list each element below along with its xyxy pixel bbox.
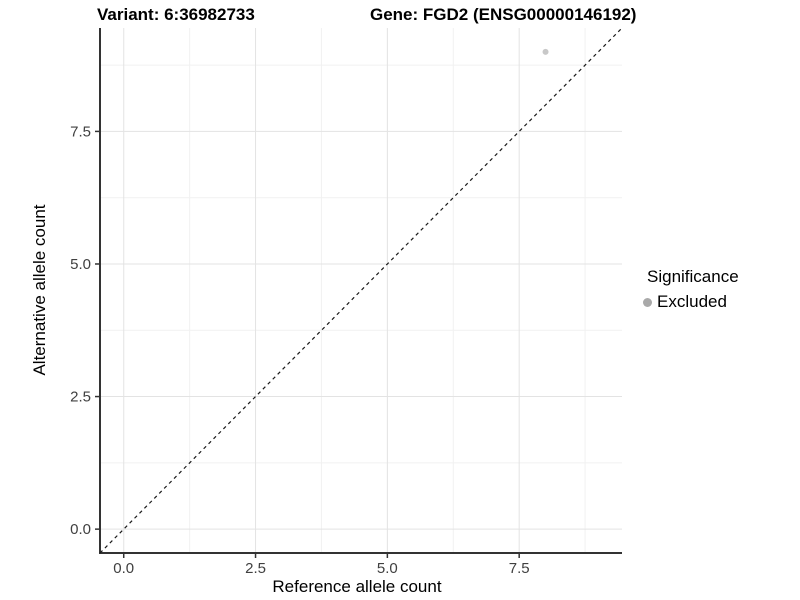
x-axis-title: Reference allele count [272,577,442,596]
x-tick-label: 5.0 [377,560,398,577]
plot-title-variant: Variant: 6:36982733 [97,5,255,24]
legend: Significance Excluded [643,267,739,312]
identity-reference-line [99,27,623,554]
legend-item-label: Excluded [657,292,727,311]
x-tick-label: 0.0 [113,560,134,577]
data-point [542,48,549,55]
x-tick-label: 2.5 [245,560,266,577]
y-axis-title: Alternative allele count [30,204,49,376]
x-tick-label: 7.5 [509,560,530,577]
y-tick-label: 0.0 [70,521,91,538]
legend-key-dot-icon [643,297,652,307]
y-tick-label: 7.5 [70,123,91,140]
plot-title-gene: Gene: FGD2 (ENSG00000146192) [370,5,637,24]
y-tick-label: 2.5 [70,389,91,406]
legend-title: Significance [647,267,739,286]
y-tick-label: 5.0 [70,256,91,273]
legend-item-excluded: Excluded [643,292,739,312]
